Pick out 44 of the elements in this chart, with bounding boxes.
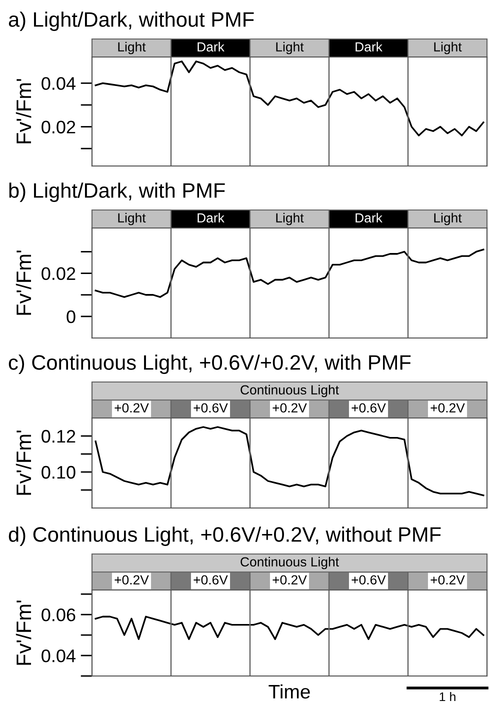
text: Dark (198, 212, 224, 223)
chart-title: b) Light/Dark, with PMF (9, 182, 225, 202)
text: +0.2V (430, 403, 465, 413)
text: +0.2V (272, 403, 307, 413)
text: 1 h (440, 692, 456, 702)
text: Light (434, 212, 462, 226)
text: +0.2V (430, 575, 465, 585)
y-axis-title: Fv'/Fm' (16, 79, 32, 144)
line-series (94, 248, 484, 298)
text: Dark (356, 212, 382, 223)
line-series (94, 426, 484, 496)
text: Dark (198, 42, 224, 52)
x-axis-title: Time (268, 684, 310, 699)
text: +0.6V (194, 575, 228, 585)
y-axis-title: Fv'/Fm' (16, 250, 32, 315)
chart-title: a) Light/Dark, without PMF (8, 12, 254, 31)
y-tick-label: 0.02 (42, 120, 76, 134)
text: +0.2V (272, 575, 307, 585)
text: Continuous Light (240, 384, 339, 398)
chart-title: c) Continuous Light, +0.6V/+0.2V, with PMF (8, 354, 411, 374)
y-tick-label: 0.02 (42, 267, 76, 280)
line-series (94, 616, 484, 640)
y-tick-label: 0.04 (42, 649, 76, 662)
text: +0.6V (194, 403, 228, 413)
text: Light (276, 42, 304, 54)
y-tick-label: 0.10 (42, 466, 76, 479)
y-tick-label: 0.06 (42, 608, 76, 622)
text: +0.6V (352, 575, 386, 585)
text: Light (276, 212, 304, 226)
y-axis-title: Fv'/Fm' (16, 430, 32, 495)
text: Continuous Light (240, 556, 339, 570)
text: Light (118, 212, 146, 226)
text: Light (118, 42, 146, 54)
line-series (94, 60, 484, 136)
y-axis-title: Fv'/Fm' (16, 600, 32, 665)
text: Dark (356, 42, 382, 52)
text: +0.2V (114, 575, 149, 585)
chart-title: d) Continuous Light, +0.6V/+0.2V, without PMF (8, 526, 441, 546)
y-tick-label: 0.04 (42, 77, 76, 90)
text: Light (434, 42, 462, 54)
text: +0.2V (114, 403, 149, 413)
y-tick-label: 0 (66, 310, 76, 324)
text: +0.6V (352, 403, 386, 413)
y-tick-label: 0.12 (42, 430, 76, 443)
